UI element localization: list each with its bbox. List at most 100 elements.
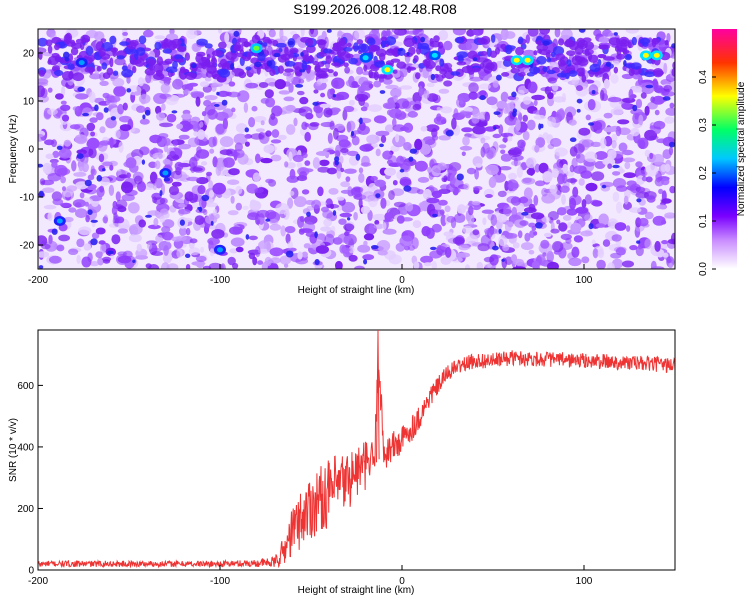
heatmap-cell [379,52,386,62]
heatmap-cell [511,91,517,98]
heatmap-cell [116,55,126,60]
heatmap-cell [373,223,384,230]
heatmap-cell [95,227,106,235]
heatmap-cell [159,122,174,128]
heatmap-cell [89,261,100,267]
heatmap-cell [467,213,475,226]
heatmap-cell [612,178,627,189]
heatmap-cell [423,262,432,267]
heatmap-cell [299,228,313,234]
heatmap-cell [271,129,280,138]
heatmap-cell [611,234,622,242]
heatmap-cell [382,228,397,235]
heatmap-cell [637,137,649,149]
heatmap-cell [431,134,439,141]
heatmap-cell [436,246,448,256]
heatmap-cell [585,114,591,121]
heatmap-cell [221,99,228,106]
heatmap-cell [122,31,128,36]
heatmap-cell [45,39,53,47]
heatmap-cell [485,164,499,176]
heatmap-cell [547,261,559,269]
heatmap-cell [591,90,596,95]
heatmap-cell [166,113,177,123]
heatmap-cell [313,89,319,94]
heatmap-cell [93,97,105,104]
heatmap-cell [342,109,348,121]
heatmap-cell [526,168,536,176]
heatmap-cell [354,29,366,40]
heatmap-cell [238,71,247,79]
heatmap-cell [90,219,98,223]
heatmap-cell [89,117,98,123]
heatmap-cell [216,91,220,96]
heatmap-cell [375,130,390,137]
heatmap-cell [216,68,229,76]
heatmap-cell [88,147,97,159]
heatmap-cell [309,29,315,35]
heatmap-cell [380,36,387,42]
heatmap-cell [76,153,84,159]
heatmap-cell [471,108,481,117]
heatmap-cell [653,120,666,130]
heatmap-cell [38,163,44,168]
heatmap-cell [269,223,282,231]
heatmap-cell [462,225,473,234]
heatmap-cell [162,158,171,165]
heatmap-cell [599,89,605,101]
heatmap-cell [534,144,540,153]
heatmap-cell [333,127,339,140]
heatmap-cell [493,111,501,115]
heatmap-cell [463,107,473,113]
heatmap-cell [477,29,484,35]
heatmap-cell [209,248,215,257]
heatmap-cell [399,66,408,78]
heatmap-cell [266,241,272,253]
heatmap-cell [388,254,402,265]
heatmap-cell [484,227,498,235]
heatmap-cell [212,156,218,168]
heatmap-cell [585,182,598,192]
heatmap-cell [314,64,321,73]
heatmap-cell [370,176,378,181]
heatmap-cell [144,67,156,76]
heatmap-cell [320,121,335,128]
heatmap-cell [588,223,594,230]
heatmap-cell [534,180,546,187]
heatmap-cell [471,201,481,206]
heatmap-cell [396,61,407,69]
heatmap-cell [366,37,376,46]
heatmap-cell [480,234,492,247]
heatmap-cell [459,111,473,116]
heatmap-cell [453,188,461,193]
heatmap-cell [38,235,48,247]
heatmap-cell [166,153,180,161]
heatmap-cell [466,167,476,175]
heatmap-cell [570,222,582,233]
heatmap-cell [296,162,303,168]
heatmap-cell [134,50,139,60]
heatmap-cell [566,50,576,56]
heatmap-y-tick-label: 10 [23,97,35,108]
heatmap-cell [138,77,144,87]
heatmap-cell [308,54,314,63]
heatmap-cell [299,171,308,180]
heatmap-cell [119,115,132,123]
heatmap-cell [547,77,558,84]
heatmap-cell [414,138,423,151]
heatmap-cell [188,247,201,256]
heatmap-cell [230,195,235,204]
heatmap-cell [215,123,225,135]
heatmap-cell [554,29,561,38]
heatmap-cell [109,164,114,171]
heatmap-cell [456,97,466,108]
heatmap-cell [183,123,194,131]
heatmap-cell [102,216,108,224]
heatmap-cell [192,165,206,173]
heatmap-cell [498,228,502,234]
heatmap-cell [114,57,126,66]
heatmap-cell [81,256,92,268]
heatmap-cell [39,178,46,186]
heatmap-cell [63,216,74,223]
heatmap-cell [652,153,665,165]
